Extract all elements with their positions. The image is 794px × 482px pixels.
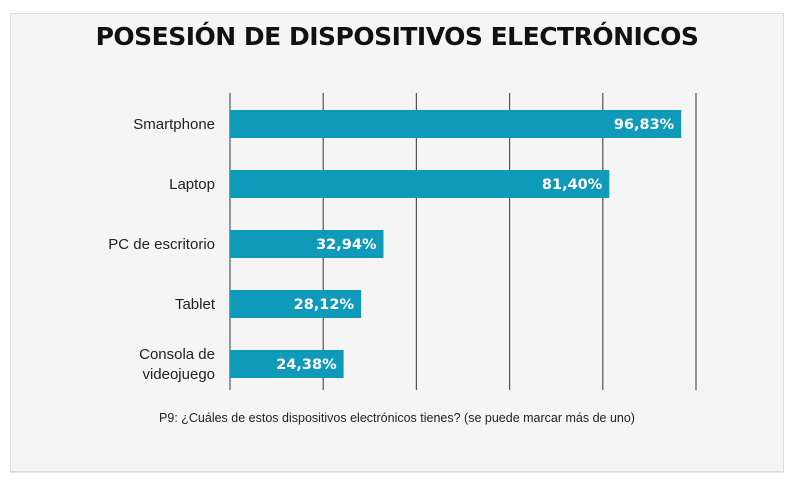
- value-label-2: 32,94%: [316, 237, 377, 253]
- bars: 96,83% 81,40% 32,94% 28,12% 24,38%: [230, 110, 682, 378]
- category-label-1: Laptop: [169, 176, 215, 193]
- category-label-4: Consola de videojuego: [139, 346, 215, 383]
- value-label-4: 24,38%: [276, 357, 337, 373]
- bar-3: [230, 290, 362, 318]
- bar-0: [230, 110, 682, 138]
- category-label-2: PC de escritorio: [108, 236, 215, 253]
- chart-panel: [10, 13, 784, 472]
- bar-1: [230, 170, 610, 198]
- chart-title: POSESIÓN DE DISPOSITIVOS ELECTRÓNICOS: [95, 22, 699, 51]
- category-label-0: Smartphone: [133, 116, 215, 133]
- category-labels: Smartphone Laptop PC de escritorio Tablet Co…: [108, 116, 216, 383]
- bar-2: [230, 230, 384, 258]
- value-label-1: 81,40%: [542, 177, 603, 193]
- value-label-0: 96,83%: [614, 117, 675, 133]
- value-label-3: 28,12%: [294, 297, 355, 313]
- bar-4: [230, 350, 344, 378]
- chart-footnote: P9: ¿Cuáles de estos dispositivos electr…: [159, 411, 635, 425]
- category-label-3: Tablet: [175, 296, 216, 313]
